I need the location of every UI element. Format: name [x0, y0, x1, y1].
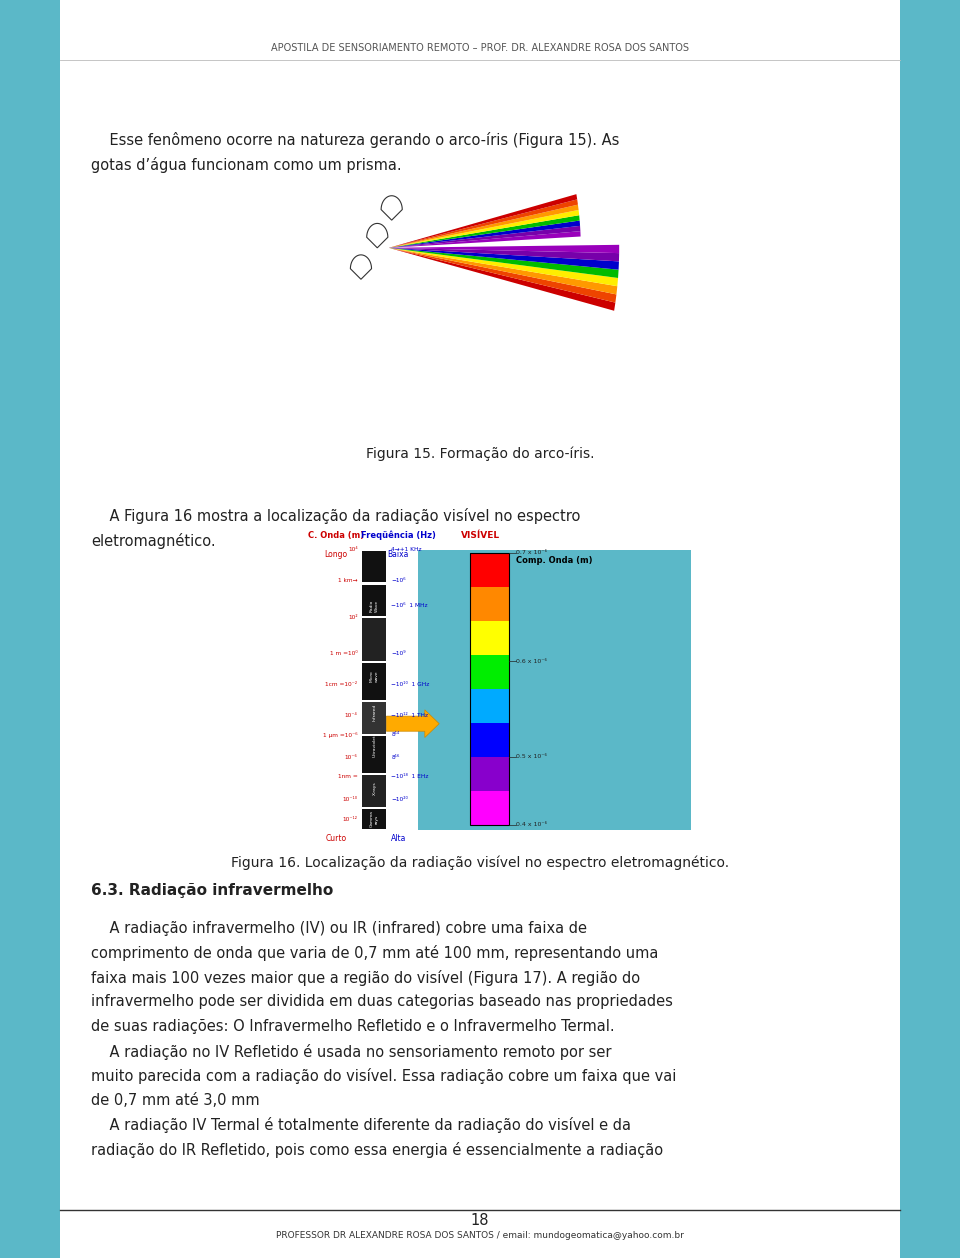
Bar	[900, 0, 960, 1258]
Bar	[362, 551, 386, 582]
Polygon shape	[389, 248, 619, 269]
Text: 10⁴: 10⁴	[348, 547, 357, 552]
Text: VISÍVEL: VISÍVEL	[461, 531, 500, 540]
Bar	[470, 552, 509, 825]
Text: −10⁹: −10⁹	[392, 652, 406, 655]
Text: −10⁶: −10⁶	[392, 579, 406, 584]
Polygon shape	[389, 248, 618, 287]
Text: A radiação IV Termal é totalmente diferente da radiação do visível e da: A radiação IV Termal é totalmente difere…	[91, 1117, 632, 1133]
Bar	[470, 688, 509, 722]
Text: Comp. Onda (m): Comp. Onda (m)	[516, 556, 592, 565]
Bar	[362, 585, 386, 616]
Text: eletromagnético.: eletromagnético.	[91, 533, 216, 548]
Text: radiação do IR Refletido, pois como essa energia é essencialmente a radiação: radiação do IR Refletido, pois como essa…	[91, 1142, 663, 1157]
Text: 1cm =10⁻²: 1cm =10⁻²	[325, 682, 357, 687]
Bar	[362, 775, 386, 806]
Text: A radiação no IV Refletido é usada no sensoriamento remoto por ser: A radiação no IV Refletido é usada no se…	[91, 1044, 612, 1059]
Text: gotas d’água funcionam como um prisma.: gotas d’água funcionam como um prisma.	[91, 156, 402, 172]
Text: Freqüência (Hz): Freqüência (Hz)	[361, 530, 436, 540]
Text: comprimento de onda que varia de 0,7 mm até 100 mm, representando uma: comprimento de onda que varia de 0,7 mm …	[91, 946, 659, 961]
Polygon shape	[389, 248, 615, 311]
Text: 6.3. Radiação infravermelho: 6.3. Radiação infravermelho	[91, 883, 333, 898]
Bar	[470, 654, 509, 688]
Text: 8¹⁶: 8¹⁶	[392, 755, 399, 760]
Text: de 0,7 mm até 3,0 mm: de 0,7 mm até 3,0 mm	[91, 1092, 260, 1107]
Text: 18: 18	[470, 1213, 490, 1228]
Polygon shape	[389, 248, 619, 262]
Text: X-rays: X-rays	[372, 781, 376, 795]
Bar	[470, 722, 509, 756]
Polygon shape	[389, 199, 578, 248]
Bar	[362, 809, 386, 829]
Text: muito parecida com a radiação do visível. Essa radiação cobre um faixa que vai: muito parecida com a radiação do visível…	[91, 1068, 677, 1084]
Polygon shape	[389, 205, 579, 248]
Text: Baixa: Baixa	[388, 550, 409, 559]
Text: −10¹⁰  1 GHz: −10¹⁰ 1 GHz	[392, 682, 429, 687]
Text: Curto: Curto	[325, 834, 347, 843]
Bar	[470, 791, 509, 825]
Text: Longo: Longo	[324, 550, 348, 559]
Text: Micro
wave: Micro wave	[371, 671, 378, 682]
Text: APOSTILA DE SENSORIAMENTO REMOTO – PROF. DR. ALEXANDRE ROSA DOS SANTOS: APOSTILA DE SENSORIAMENTO REMOTO – PROF.…	[271, 44, 689, 53]
Text: 4→+1 KHz: 4→+1 KHz	[392, 547, 421, 552]
Bar	[362, 736, 386, 772]
Polygon shape	[389, 194, 577, 248]
Text: Figura 16. Localização da radiação visível no espectro eletromagnético.: Figura 16. Localização da radiação visív…	[231, 855, 729, 871]
Polygon shape	[389, 226, 581, 248]
Text: C. Onda (m): C. Onda (m)	[308, 531, 364, 540]
Text: 10⁻⁶: 10⁻⁶	[345, 755, 357, 760]
Polygon shape	[389, 248, 618, 278]
Bar	[418, 550, 691, 830]
Bar	[362, 619, 386, 660]
Bar	[470, 620, 509, 654]
Text: 0.7 x 10⁻⁶: 0.7 x 10⁻⁶	[516, 550, 547, 555]
Bar	[470, 552, 509, 586]
Bar	[0, 0, 60, 1258]
Text: 0.5 x 10⁻⁶: 0.5 x 10⁻⁶	[516, 754, 547, 759]
Text: 1nm =: 1nm =	[338, 775, 357, 780]
Text: 1 μm =10⁻⁶: 1 μm =10⁻⁶	[323, 732, 357, 738]
Text: Figura 15. Formação do arco-íris.: Figura 15. Formação do arco-íris.	[366, 447, 594, 462]
Polygon shape	[389, 210, 579, 248]
FancyArrow shape	[386, 710, 440, 737]
Polygon shape	[389, 220, 580, 248]
Bar	[362, 663, 386, 699]
Text: 1 m =10⁰: 1 m =10⁰	[330, 652, 357, 655]
Text: −10²⁰: −10²⁰	[392, 796, 408, 801]
Text: infravermelho pode ser dividida em duas categorias baseado nas propriedades: infravermelho pode ser dividida em duas …	[91, 994, 673, 1009]
Text: 0.6 x 10⁻⁶: 0.6 x 10⁻⁶	[516, 659, 547, 664]
Bar	[470, 756, 509, 791]
Text: Ultraviolet: Ultraviolet	[372, 735, 376, 757]
Text: 0.4 x 10⁻⁶: 0.4 x 10⁻⁶	[516, 823, 547, 828]
Text: 10⁻¹⁰: 10⁻¹⁰	[343, 796, 357, 801]
Text: 8¹⁴: 8¹⁴	[392, 732, 399, 737]
Text: Esse fenômeno ocorre na natureza gerando o arco-íris (Figura 15). As: Esse fenômeno ocorre na natureza gerando…	[91, 132, 619, 148]
Text: A Figura 16 mostra a localização da radiação visível no espectro: A Figura 16 mostra a localização da radi…	[91, 508, 581, 525]
Polygon shape	[381, 196, 402, 220]
Text: faixa mais 100 vezes maior que a região do visível (Figura 17). A região do: faixa mais 100 vezes maior que a região …	[91, 970, 640, 986]
Bar	[362, 702, 386, 733]
Text: PROFESSOR DR ALEXANDRE ROSA DOS SANTOS / email: mundogeomatica@yahoo.com.br: PROFESSOR DR ALEXANDRE ROSA DOS SANTOS /…	[276, 1230, 684, 1240]
Polygon shape	[389, 248, 616, 303]
Polygon shape	[389, 248, 617, 294]
Text: Infrared: Infrared	[372, 703, 376, 721]
Text: 10⁻⁴: 10⁻⁴	[345, 713, 357, 718]
Polygon shape	[389, 215, 580, 248]
Polygon shape	[389, 231, 581, 248]
Text: 10²: 10²	[348, 615, 357, 620]
Polygon shape	[389, 245, 619, 253]
Polygon shape	[367, 224, 388, 248]
Polygon shape	[350, 255, 372, 279]
Text: de suas radiações: O Infravermelho Refletido e o Infravermelho Termal.: de suas radiações: O Infravermelho Refle…	[91, 1019, 614, 1034]
Text: Gamma
rays: Gamma rays	[371, 810, 378, 828]
Text: −10⁶  1 MHz: −10⁶ 1 MHz	[392, 604, 428, 609]
Bar	[470, 586, 509, 620]
Text: Alta: Alta	[391, 834, 406, 843]
Text: 10⁻¹²: 10⁻¹²	[343, 816, 357, 821]
Text: A radiação infravermelho (IV) ou IR (infrared) cobre uma faixa de: A radiação infravermelho (IV) ou IR (inf…	[91, 921, 588, 936]
Text: −10¹²  1 THz: −10¹² 1 THz	[392, 713, 428, 718]
Text: Radio
Wave: Radio Wave	[371, 600, 378, 611]
Text: −10¹⁸  1 EHz: −10¹⁸ 1 EHz	[392, 775, 429, 780]
Text: 1 km→: 1 km→	[338, 579, 357, 584]
